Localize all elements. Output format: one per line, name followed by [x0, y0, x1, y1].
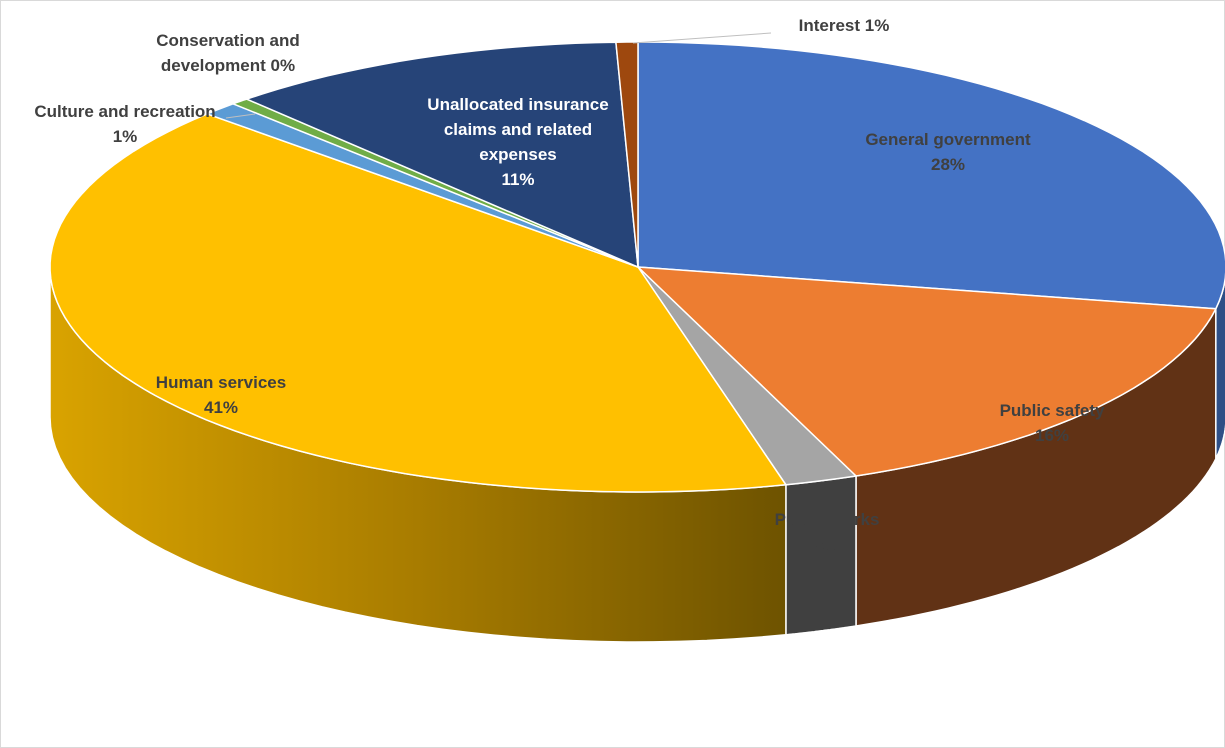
- leader-line-culture-and-recreation: [225, 113, 256, 119]
- leader-line-interest: [632, 32, 772, 44]
- data-label-line: 2%: [815, 535, 840, 554]
- data-label-conservation-and-development: Conservation and development 0%: [156, 31, 300, 75]
- data-label-unallocated-insurance-claims-and-related-expenses: Unallocated insurance claims and related e…: [427, 95, 608, 189]
- pie-slice-unallocated-insurance-claims-and-related-expenses: [245, 41, 639, 268]
- data-label-line: claims and related: [444, 120, 592, 139]
- data-label-line: Public safety: [1000, 401, 1105, 420]
- data-label-line: development 0%: [161, 56, 295, 75]
- data-label-line: 16%: [1035, 426, 1069, 445]
- data-label-line: Human services: [156, 373, 286, 392]
- pie-slice-interest: [615, 41, 639, 268]
- pie-slice-general-government: [637, 41, 1225, 310]
- pie-side-public-works: [785, 475, 857, 636]
- pie-slice-public-safety: [637, 266, 1217, 477]
- data-label-line: 11%: [501, 170, 534, 189]
- data-label-culture-and-recreation: Culture and recreation 1%: [34, 102, 215, 146]
- data-label-public-safety: Public safety 16%: [1000, 401, 1105, 445]
- data-label-line: 41%: [204, 398, 238, 417]
- data-label-line: Unallocated insurance: [427, 95, 608, 114]
- data-label-line: Conservation and: [156, 31, 300, 50]
- pie-slice-human-services: [49, 113, 787, 493]
- data-label-public-works: Public works 2%: [775, 510, 880, 554]
- data-label-line: Interest 1%: [799, 16, 890, 35]
- data-label-general-government: General government 28%: [865, 130, 1031, 174]
- data-label-line: Culture and recreation: [34, 102, 215, 121]
- data-label-line: 28%: [931, 155, 965, 174]
- data-label-line: 1%: [113, 127, 138, 146]
- data-label-human-services: Human services 41%: [156, 373, 286, 417]
- data-label-line: expenses: [479, 145, 557, 164]
- data-label-line: General government: [865, 130, 1031, 149]
- data-label-interest: Interest 1%: [799, 16, 890, 35]
- data-label-line: Public works: [775, 510, 880, 529]
